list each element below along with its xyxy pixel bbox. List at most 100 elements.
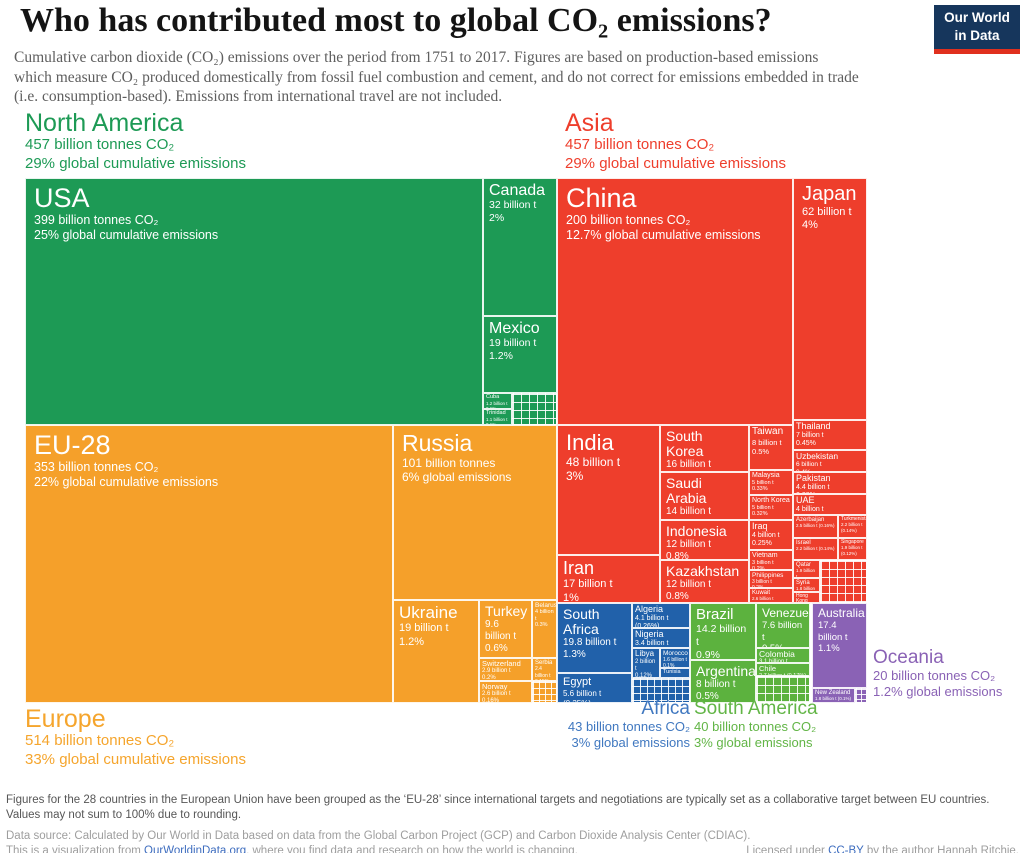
tile-country-name: Russia — [402, 430, 473, 456]
tile-country-name: Thailand — [796, 421, 831, 431]
tile-country-name: South Korea — [666, 428, 704, 460]
region-name: North America — [25, 109, 184, 137]
region-header-africa: Africa 43 billion tonnes CO₂ 3% global e… — [440, 699, 690, 751]
region-header-asia: Asia 457 billion tonnes CO₂ 29% global c… — [565, 110, 786, 174]
tile-country-name: India — [566, 430, 614, 455]
tile-country-name: Ukraine — [399, 603, 458, 622]
tile-value-line: 1.2% — [399, 635, 425, 648]
tile-hong-kong: Hong Kong1.6 billion t0.1% — [793, 592, 820, 603]
tile-value-line: 6% global emissions — [402, 470, 512, 485]
tile-value-line: 4 billion t — [535, 609, 554, 622]
tile-value-line: 12.7% global cumulative emissions — [566, 228, 761, 243]
tile-country-name: Trinidad — [486, 410, 506, 416]
tile-value-line: 1.9 billion t — [796, 568, 816, 578]
region-share: 1.2% global emissions — [873, 684, 1003, 700]
tile-country-name: Singapore — [841, 539, 864, 545]
tile-value-line: 0.1% — [663, 663, 675, 668]
tile-north-korea: North Korea 5 billion t 0.32% — [749, 495, 793, 520]
region-share: 3% global emissions — [694, 735, 813, 751]
tile-value-line: 48 billion t — [566, 454, 621, 469]
region-header-europe: Europe 514 billion tonnes CO₂ 33% global… — [25, 706, 246, 770]
tile-value-line: 1% — [563, 591, 579, 603]
tile-value-line: 0.3% — [535, 622, 548, 629]
tile-south-africa: South Africa 19.8 billion t 1.3% — [557, 603, 632, 673]
tile-taiwan: Taiwan 8 billion t 0.5% — [749, 425, 793, 470]
tile-country-name: Chile — [759, 664, 777, 673]
tile-ukraine: Ukraine 19 billion t 1.2% — [393, 600, 479, 703]
tile-brazil: Brazil 14.2 billion t 0.9% — [690, 603, 756, 660]
tile-canada: Canada 32 billion t 2% — [483, 178, 557, 316]
tile-value-line: 0.45% — [796, 440, 816, 448]
tile-vietnam: Vietnam 3 billion t 0.2% — [749, 550, 793, 570]
tile-value-line: 0.16% — [482, 698, 500, 703]
tile-country-name: Turkmenistan — [841, 516, 866, 522]
tile-value-line: 0.2% — [752, 566, 765, 570]
tile-value-line: 3% — [566, 469, 584, 484]
tile-value-line: 0.6% — [485, 643, 508, 655]
tile-country-name: Iraq — [752, 521, 768, 531]
tile-value-line: 12 billion t — [666, 539, 712, 551]
tile-value-line: 3 billion t — [752, 559, 774, 566]
region-share: 29% global cumulative emissions — [565, 155, 786, 172]
tile-morocco: Morocco 1.6 billion t 0.1% — [660, 648, 690, 668]
tile-switzerland: Switzerland 2.9 billion t 0.2% — [479, 658, 532, 681]
tile-country-name: Switzerland — [482, 659, 521, 668]
tile-value-line: 1.1 billion t — [486, 416, 508, 422]
tile-country-name: Colombia — [759, 649, 795, 659]
tile-country-name: Nigeria — [635, 629, 664, 639]
tile-country-name: Serbia — [535, 660, 553, 666]
tile-tunisia: Tunisia — [660, 668, 690, 678]
tile-country-name: South Africa — [563, 606, 600, 638]
tile-value-line: 1.8 billion t (0.1%) — [815, 696, 852, 702]
tile-country-name: Brazil — [696, 606, 734, 623]
tile-value-line: 5 billion t — [752, 479, 774, 486]
tile-value-line: 1.2 billion t — [486, 400, 508, 406]
tile-value-line: 4.1 billion t (0.26%) — [635, 614, 669, 628]
tile-grid-oceania-small-countries — [855, 688, 867, 703]
tile-value-line: 4% — [802, 219, 818, 231]
ourworldindata-link[interactable]: OurWorldinData.org — [144, 844, 247, 853]
tile-country-name: USA — [34, 183, 90, 213]
owid-logo-line1: Our World — [944, 10, 1010, 25]
tile-country-name: Syria — [796, 580, 810, 586]
tile-country-name: Belarus — [535, 602, 557, 609]
tile-value-line: 0.25% — [752, 540, 772, 548]
tile-value-line: 7.6 billion t — [762, 619, 803, 643]
tile-value-line: 1.2% — [489, 350, 513, 363]
region-share: 3% global emissions — [571, 735, 690, 751]
tile-usa: USA 399 billion tonnes CO₂ 25% global cumu… — [25, 178, 483, 425]
tile-value-line: 2% — [489, 212, 505, 225]
tile-new-zealand: New Zealand 1.8 billion t (0.1%) — [812, 688, 855, 703]
tile-country-name: Cuba — [486, 394, 500, 400]
cc-by-link[interactable]: CC-BY — [828, 844, 864, 853]
tile-value-line: 200 billion tonnes CO₂ — [566, 213, 691, 228]
tile-china: China 200 billion tonnes CO₂ 12.7% global … — [557, 178, 793, 425]
tile-country-name: Norway — [482, 682, 508, 691]
tile-value-line: 2.6 billion t — [482, 691, 511, 698]
tile-value-line: 6 billion t — [796, 461, 822, 469]
region-tonnes: 43 billion tonnes CO₂ — [567, 718, 690, 734]
tile-value-line: 0.4% — [796, 469, 864, 471]
tile-country-name: Algeria — [635, 604, 664, 614]
tile-value-line: 17 billion t — [563, 578, 613, 591]
region-share: 33% global cumulative emissions — [25, 751, 246, 768]
tile-azerbaijan: Azerbaijan 2.5 billion t (0.16%) — [793, 515, 838, 538]
tile-value-line: 3.1 billion t (0.2%) — [759, 659, 788, 663]
tile-country-name: Japan — [802, 183, 857, 205]
tile-country-name: Hong Kong — [796, 593, 808, 603]
tile-value-line: 22% global cumulative emissions — [34, 475, 219, 490]
tile-value-line: 2.2 billion t (0.14%) — [841, 522, 863, 533]
tile-value-line: 3.4 billion t (0.21%) — [635, 639, 669, 647]
tile-australia: Australia 17.4 billion t 1.1% — [812, 603, 867, 688]
tile-value-line: 5 billion t — [752, 504, 774, 511]
tile-grid-africa-small-countries — [632, 678, 690, 703]
region-name: Asia — [565, 109, 614, 137]
tile-value-line: 0.12% — [635, 673, 653, 678]
tile-value-line: 8 billion t — [696, 679, 736, 691]
tile-value-line: 1.8 billion t — [796, 586, 816, 592]
viz-suffix: , where you find data and research on ho… — [246, 844, 578, 853]
